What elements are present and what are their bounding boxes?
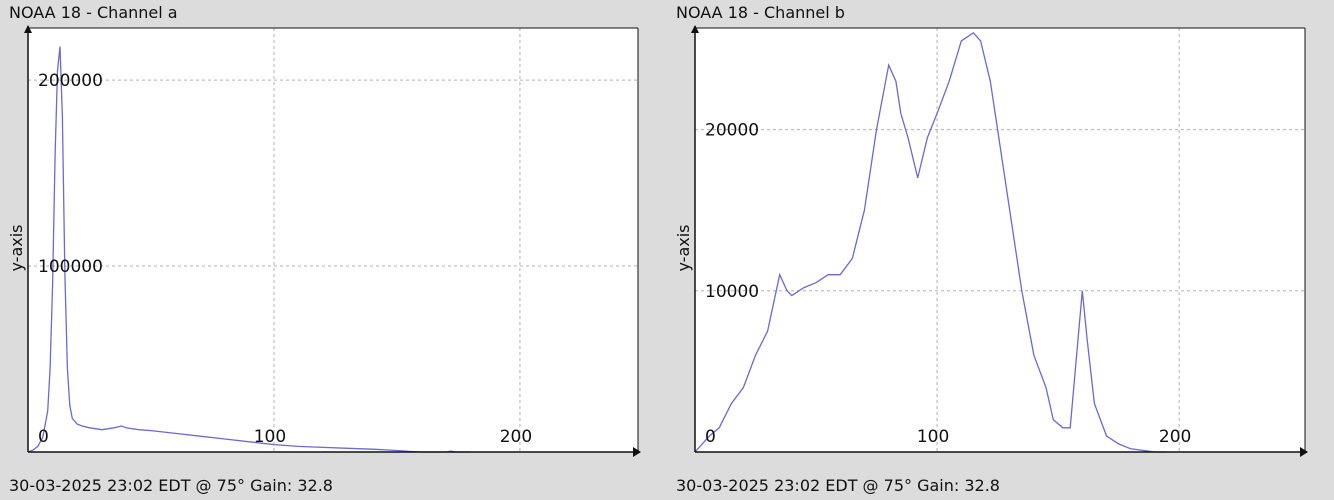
y-tick-label: 20000 xyxy=(705,121,759,141)
x-axis-arrow xyxy=(1300,447,1308,457)
plot-a: 0 100 200 100000 200000 y-axis xyxy=(7,25,641,457)
chart-panel-a: NOAA 18 - Channel a 0 100 200 100000 200000 y… xyxy=(7,3,641,495)
y-axis-title: y-axis xyxy=(674,224,693,271)
x-tick-label: 200 xyxy=(1159,427,1191,447)
y-tick-label: 100000 xyxy=(38,257,103,277)
x-tick-label: 100 xyxy=(917,427,949,447)
x-tick-label: 0 xyxy=(38,427,49,447)
series-line xyxy=(27,46,471,453)
y-tick-label: 10000 xyxy=(705,282,759,302)
plot-area xyxy=(695,28,1305,452)
chart-footer-timestamp: 30-03-2025 23:02 EDT @ 75° Gain: 32.8 xyxy=(9,476,333,495)
series-line xyxy=(694,31,1167,453)
x-tick-label: 0 xyxy=(705,427,716,447)
y-axis-arrow xyxy=(24,25,32,33)
chart-title: NOAA 18 - Channel a xyxy=(9,3,178,22)
plot-b: 0 100 200 10000 20000 y-axis xyxy=(674,25,1308,457)
plot-area xyxy=(28,28,638,452)
y-tick-label: 200000 xyxy=(38,71,103,91)
y-axis-arrow xyxy=(691,25,699,33)
x-tick-label: 100 xyxy=(254,427,286,447)
x-tick-label: 200 xyxy=(500,427,532,447)
y-axis-title: y-axis xyxy=(7,224,26,271)
chart-panel-b: NOAA 18 - Channel b 0 100 200 10000 20000 y-a… xyxy=(667,0,1334,500)
chart-footer-timestamp: 30-03-2025 23:02 EDT @ 75° Gain: 32.8 xyxy=(676,476,1000,495)
chart-title: NOAA 18 - Channel b xyxy=(676,3,845,22)
x-axis-arrow xyxy=(633,447,641,457)
